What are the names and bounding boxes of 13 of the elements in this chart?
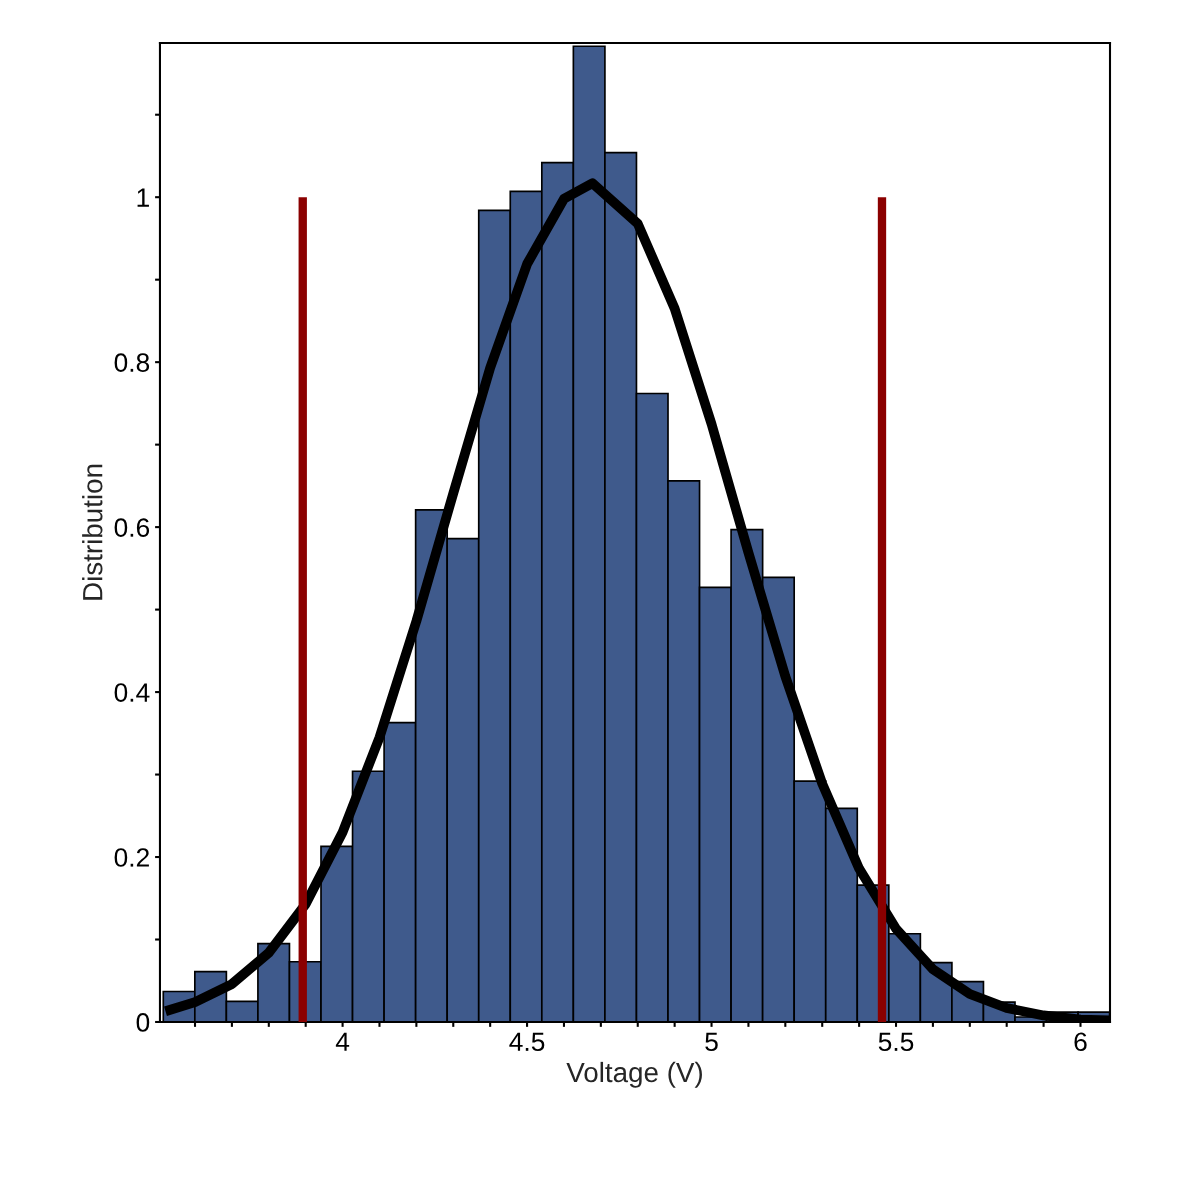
y-tick-label: 0.6 [114, 518, 150, 537]
y-tick-label: 0.8 [114, 353, 150, 372]
x-tick-label: 4.5 [509, 1032, 545, 1052]
x-axis-title: Voltage (V) [566, 1061, 702, 1088]
y-tick-label: 0.4 [114, 683, 150, 702]
x-tick-label: 4 [335, 1032, 350, 1051]
y-tick-label: 1 [137, 188, 149, 207]
x-tick-label: 6 [1074, 1032, 1087, 1052]
y-tick-label: 0 [136, 1013, 150, 1032]
x-tick-label: 5.5 [878, 1032, 914, 1052]
x-tick-label: 5 [705, 1032, 718, 1052]
y-axis-title: Distribution [82, 464, 103, 600]
y-tick-label: 0.2 [114, 848, 149, 867]
